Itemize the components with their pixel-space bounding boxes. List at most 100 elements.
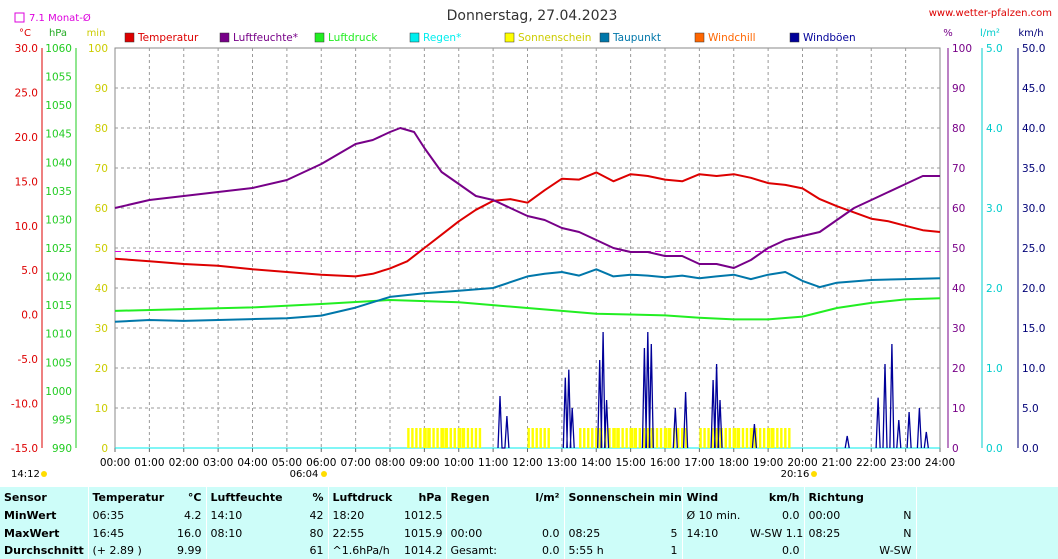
sunshine-bar	[788, 428, 791, 448]
legend-label: Taupunkt	[612, 32, 661, 44]
temp-value: 9.99	[177, 543, 202, 557]
x-tick-label: 21:00	[822, 457, 852, 469]
hum-time: 08:10	[205, 524, 286, 542]
press-time: 18:20	[327, 507, 400, 525]
axis-tick-pressure: 1035	[45, 186, 72, 198]
dir-value: W-SW	[879, 543, 912, 557]
sunshine-bar	[411, 428, 414, 448]
sunshine-bar	[665, 428, 668, 448]
sunset-sun-icon	[811, 471, 817, 477]
sunshine-bar	[441, 428, 444, 448]
axis-tick-humidity: 100	[952, 43, 972, 55]
sunshine-bar	[625, 428, 628, 448]
site-link[interactable]: www.wetter-pfalzen.com	[929, 8, 1052, 19]
axis-tick-rain: 3.0	[986, 203, 1003, 215]
axis-tick-wind: 5.0	[1022, 403, 1039, 415]
sunshine-bar	[741, 428, 745, 448]
press-value: 1015.9	[404, 526, 443, 540]
axis-tick-sunshine: 30	[95, 323, 108, 335]
sun-value: 1	[670, 543, 678, 557]
sunshine-bar	[776, 428, 779, 448]
sunshine-bar	[762, 428, 766, 448]
x-tick-label: 05:00	[272, 457, 302, 469]
legend-label: Windböen	[803, 32, 856, 44]
axis-tick-humidity: 30	[952, 323, 965, 335]
x-tick-label: 01:00	[134, 457, 164, 469]
row-label: Durchschnitt	[4, 543, 84, 557]
axis-tick-temperature: -5.0	[18, 354, 39, 366]
sunshine-bar	[677, 428, 680, 448]
unit-wind: km/h	[1018, 28, 1043, 39]
axis-tick-temperature: 30.0	[15, 43, 38, 55]
sunshine-bar	[543, 428, 546, 448]
sunrise-sun-icon	[321, 471, 327, 477]
x-tick-label: 22:00	[856, 457, 886, 469]
axis-tick-pressure: 990	[52, 443, 72, 455]
header-press-unit: hPa	[418, 490, 442, 504]
axis-tick-pressure: 1030	[45, 214, 72, 226]
header-empty	[915, 487, 1058, 508]
axis-tick-sunshine: 20	[95, 363, 108, 375]
header-hum: Luftfeuchte	[205, 487, 286, 508]
monthly-avg-swatch	[14, 12, 25, 23]
sunshine-bar	[424, 428, 427, 448]
axis-tick-humidity: 40	[952, 283, 965, 295]
series-line-dewpoint	[114, 268, 941, 323]
sunshine-bar	[478, 428, 482, 448]
sun-time: 5:55 h	[563, 541, 646, 559]
axis-tick-temperature: 5.0	[21, 265, 38, 277]
press-value: 1012.5	[404, 509, 443, 523]
sun-value	[646, 507, 682, 524]
chart-title: Donnerstag, 27.04.2023	[447, 8, 618, 24]
rain-value	[516, 507, 564, 524]
axis-tick-rain: 4.0	[986, 123, 1003, 135]
sunshine-bar	[728, 428, 731, 448]
series-line-humidity	[114, 127, 940, 269]
legend-swatch	[124, 32, 135, 43]
x-tick-label: 19:00	[753, 457, 783, 469]
series-line-temperature	[114, 171, 941, 278]
header-wind: Wind	[681, 487, 747, 508]
axis-tick-pressure: 1005	[45, 357, 72, 369]
temp-time: (+ 2.89 )	[87, 541, 166, 559]
dir-time: 08:25	[803, 524, 875, 542]
legend-swatch	[504, 32, 515, 43]
wind-value: 0.0	[782, 509, 800, 523]
axis-tick-pressure: 995	[52, 414, 72, 426]
axis-tick-sunshine: 80	[95, 123, 108, 135]
axis-tick-sunshine: 90	[95, 83, 108, 95]
press-time: 22:55	[327, 524, 400, 542]
table-row: MinWert 06:35 4.2 14:10 42 18:20 1012.5 …	[0, 507, 1058, 525]
sunshine-bar	[535, 428, 538, 448]
sunshine-bar	[772, 428, 775, 448]
legend-label: Regen*	[423, 32, 461, 44]
axis-tick-pressure: 1045	[45, 129, 72, 141]
header-sensor: Sensor	[4, 490, 47, 504]
unit-rain: l/m²	[980, 28, 1000, 39]
x-tick-label: 09:00	[409, 457, 439, 469]
current-sun-icon	[41, 471, 47, 477]
series-line-gusts	[497, 331, 929, 449]
sun-time: 08:25	[563, 524, 646, 542]
axis-tick-wind: 45.0	[1022, 83, 1045, 95]
axis-tick-humidity: 80	[952, 123, 965, 135]
axis-tick-pressure: 1000	[45, 386, 72, 398]
x-tick-label: 18:00	[719, 457, 749, 469]
sunshine-bar	[453, 428, 456, 448]
sunshine-bar	[579, 428, 582, 448]
sunshine-bar	[587, 428, 590, 448]
axis-tick-temperature: 20.0	[15, 132, 38, 144]
sunshine-bar	[432, 428, 435, 448]
hum-value: 80	[309, 526, 324, 540]
dir-time	[803, 541, 875, 559]
sunshine-bar	[634, 428, 638, 448]
sun-value: 5	[670, 526, 678, 540]
sunshine-bar	[621, 428, 624, 448]
unit-sunshine: min	[87, 28, 106, 39]
sunshine-bar	[428, 428, 431, 448]
axis-tick-wind: 25.0	[1022, 243, 1045, 255]
axis-tick-wind: 0.0	[1022, 443, 1039, 455]
press-time: ^1.6hPa/h	[327, 541, 400, 559]
legend-label: Temperatur	[137, 32, 199, 44]
unit-temp: °C	[19, 28, 31, 39]
